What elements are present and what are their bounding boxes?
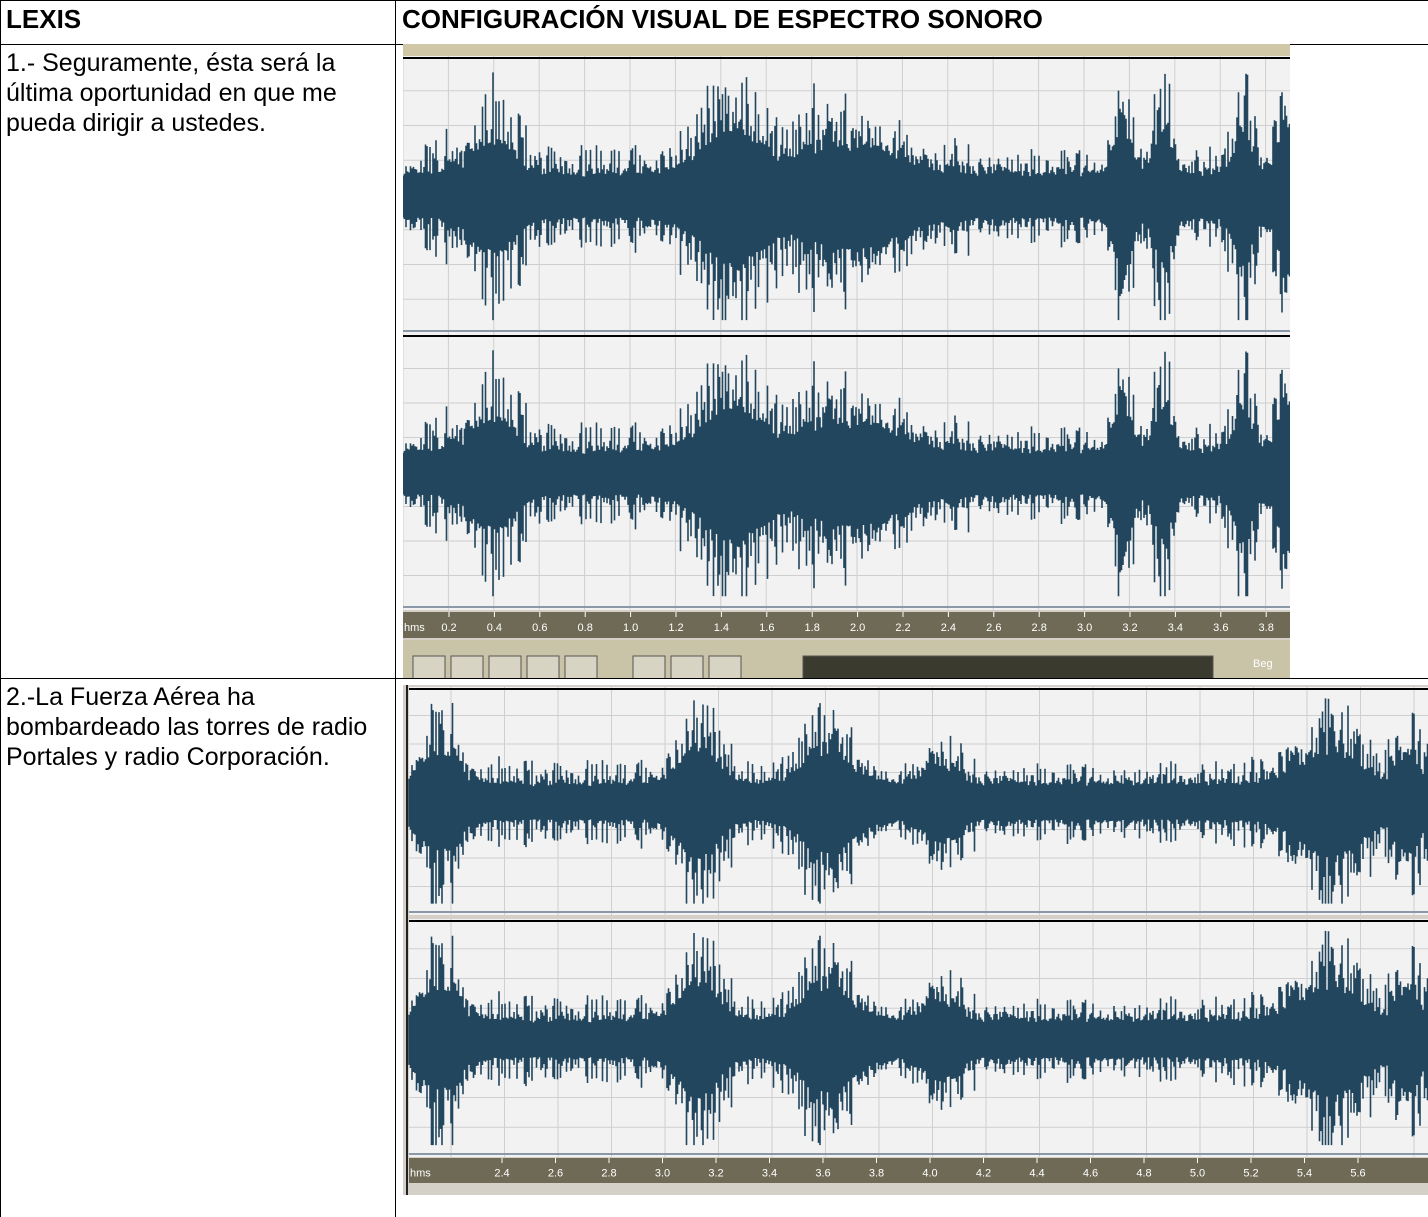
ruler-label: 2.6: [548, 1167, 563, 1179]
border: [0, 0, 1428, 1]
toolbar-button: [526, 655, 560, 678]
toolbar-button: [632, 655, 666, 678]
ruler-unit: hms: [410, 1167, 431, 1179]
ruler-label: 2.8: [601, 1167, 616, 1179]
waveform: [403, 72, 1290, 321]
waveform-image: hms 0.2 0.4 0.6 0.8 1.0 1.2 1.4 1.6 1.8 2.0 2.2 2.4 2…: [403, 44, 1290, 678]
ruler-label: 2.2: [895, 622, 910, 634]
cell-text: 2.-La Fuerza Aérea ha bombardeado las to…: [6, 683, 368, 771]
toolbar-button: [670, 655, 704, 678]
ruler-label: 2.0: [850, 622, 865, 634]
ruler-label: 3.2: [708, 1167, 723, 1179]
ruler-label: 1.4: [714, 622, 729, 634]
ruler-label: 4.4: [1029, 1167, 1044, 1179]
ruler: [403, 612, 1290, 638]
ruler-label: 5.0: [1190, 1167, 1205, 1179]
toolbar-label: Beg: [1253, 658, 1273, 670]
time-display: [802, 655, 1214, 678]
border: [0, 0, 1, 1217]
header-cell: CONFIGURACIÓN VISUAL DE ESPECTRO SONORO: [402, 4, 1043, 34]
ruler-label: 2.6: [986, 622, 1001, 634]
ruler: [409, 1158, 1428, 1183]
ruler-label: 1.6: [759, 622, 774, 634]
waveform: [408, 930, 1428, 1146]
toolbar-button: [564, 655, 598, 678]
toolbar-button: [488, 655, 522, 678]
border: [395, 0, 396, 1217]
ruler-label: 5.6: [1350, 1167, 1365, 1179]
cell-text: 1.- Seguramente, ésta será la última opo…: [6, 49, 337, 137]
header-cell: LEXIS: [6, 4, 82, 34]
ruler-label: 3.6: [1213, 622, 1228, 634]
ruler-label: 3.8: [1259, 622, 1274, 634]
waveform: [403, 350, 1290, 597]
ruler-label: 3.0: [1077, 622, 1092, 634]
ruler-unit: hms: [404, 622, 425, 634]
ruler-label: 0.8: [578, 622, 593, 634]
toolbar-button: [450, 655, 484, 678]
ruler-label: 1.8: [805, 622, 820, 634]
ruler-label: 5.4: [1297, 1167, 1312, 1179]
ruler-label: 4.0: [922, 1167, 937, 1179]
border: [0, 678, 1428, 679]
ruler-label: 3.4: [762, 1167, 777, 1179]
ruler-label: 0.4: [487, 622, 502, 634]
ruler-label: 4.8: [1136, 1167, 1151, 1179]
ruler-label: 3.4: [1168, 622, 1183, 634]
ruler-label: 3.8: [869, 1167, 884, 1179]
ruler-label: 0.2: [441, 622, 456, 634]
ruler-label: 0.6: [532, 622, 547, 634]
ruler-label: 3.6: [815, 1167, 830, 1179]
toolbar-button: [708, 655, 742, 678]
ruler-label: 4.6: [1083, 1167, 1098, 1179]
toolbar-button: [412, 655, 446, 678]
ruler-label: 5.2: [1243, 1167, 1258, 1179]
ruler-label: 2.4: [494, 1167, 509, 1179]
ruler-label: 3.0: [655, 1167, 670, 1179]
ruler-label: 4.2: [976, 1167, 991, 1179]
ruler-label: 2.4: [941, 622, 956, 634]
waveform: [408, 698, 1428, 904]
waveform-image: hms 2.4 2.6 2.8 3.0 3.2 3.4 3.6 3.8 4.0 4.2 4.4 4.6 4…: [403, 685, 1428, 1195]
ruler-label: 2.8: [1032, 622, 1047, 634]
top-strip: [403, 44, 1290, 56]
ruler-label: 1.2: [668, 622, 683, 634]
ruler-label: 1.0: [623, 622, 638, 634]
ruler-label: 3.2: [1122, 622, 1137, 634]
